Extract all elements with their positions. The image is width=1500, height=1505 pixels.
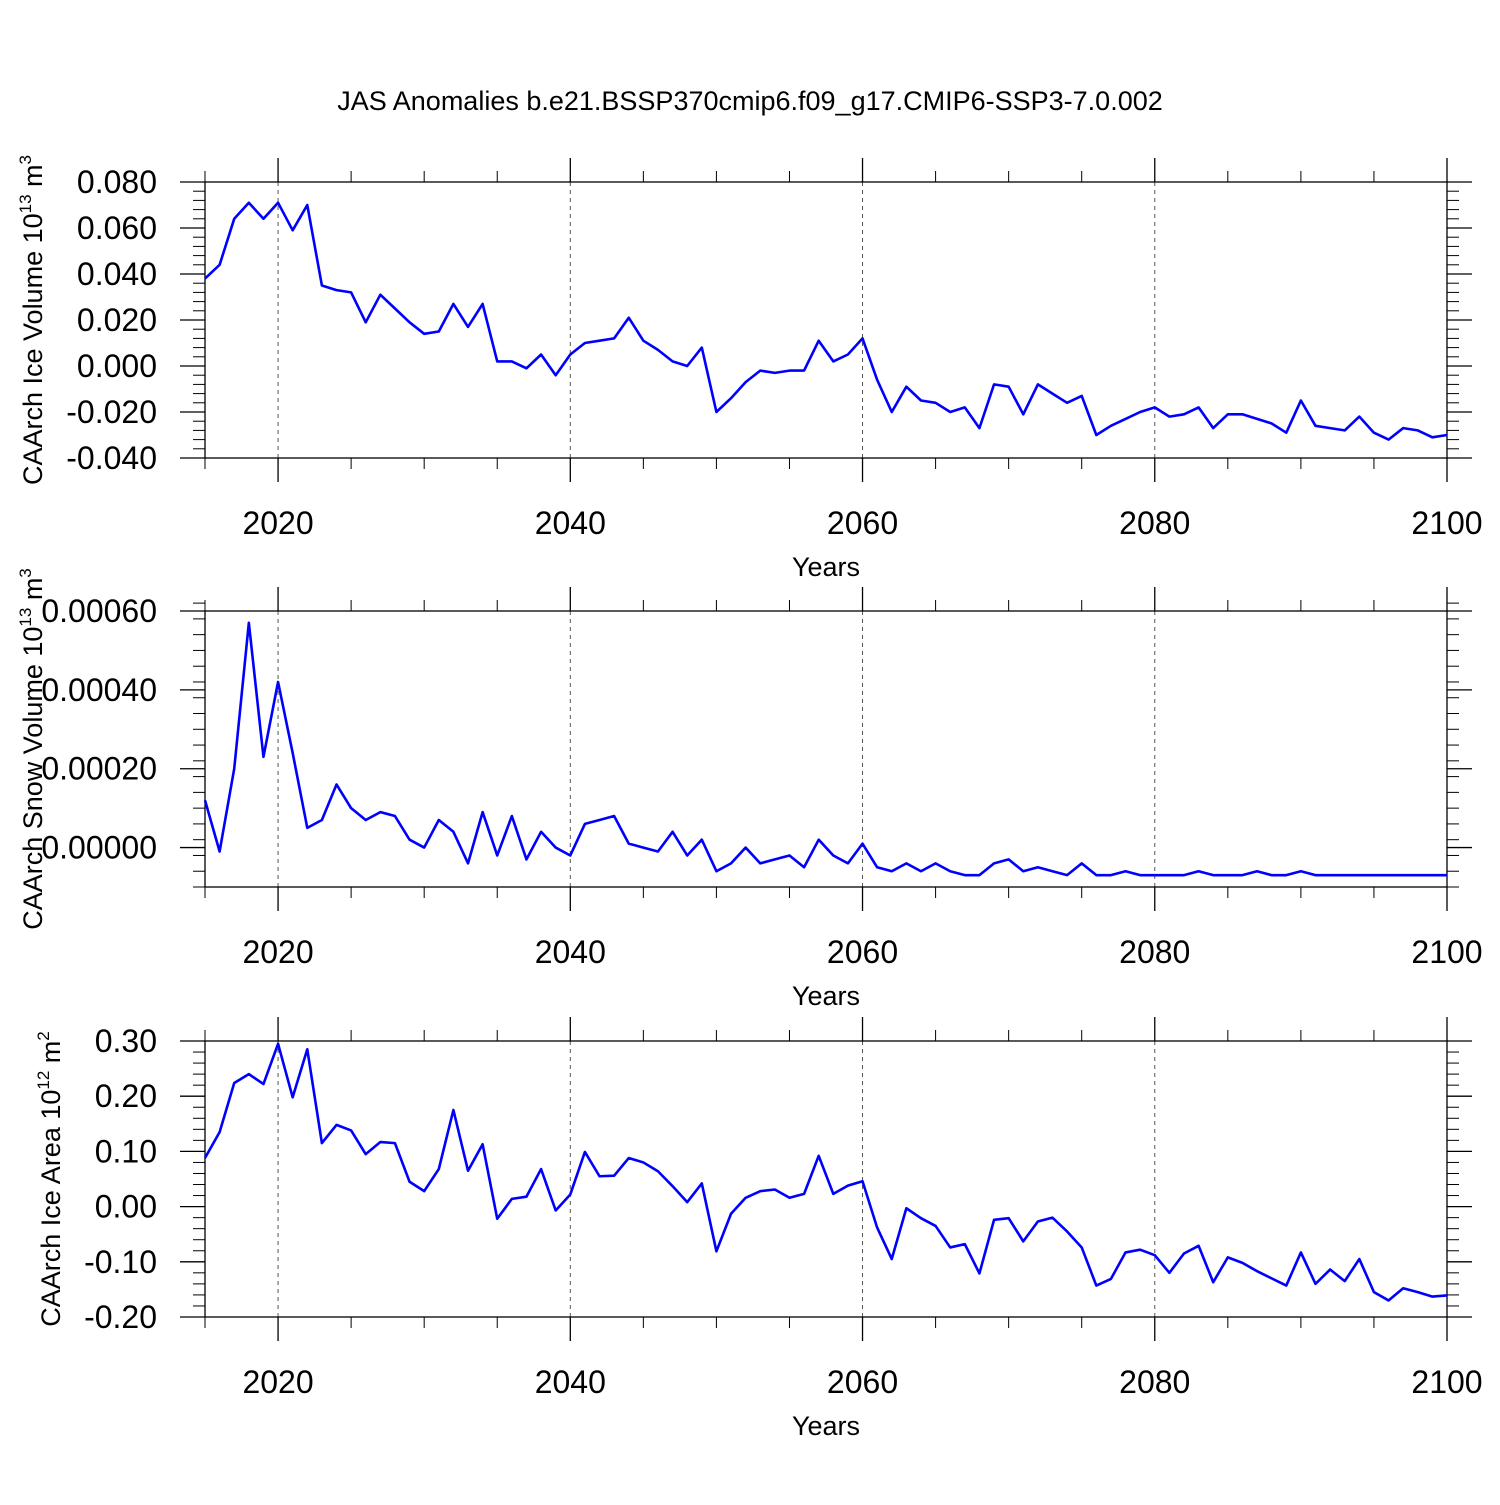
y-tick-label: 0.10 xyxy=(95,1133,157,1169)
x-tick-label: 2080 xyxy=(1119,1364,1190,1400)
y-tick-label: -0.10 xyxy=(84,1244,157,1280)
y-axis-label-main: CAArch Ice Volume 10 xyxy=(18,213,48,485)
x-tick-label: 2040 xyxy=(535,505,606,541)
y-tick-label: -0.020 xyxy=(66,394,157,430)
x-tick-label: 2100 xyxy=(1411,505,1482,541)
panel-2: 2020 2040 2060 2080 2100 0.00000 0.00020 0.0004… xyxy=(16,568,1483,1011)
y-axis-label-exponent: 12 xyxy=(34,1071,53,1090)
x-axis-label: Years xyxy=(792,1411,860,1441)
y-tick-label: 0.00020 xyxy=(41,751,157,787)
y-tick-label: 0.00040 xyxy=(41,672,157,708)
y-axis-label: CAArch Ice Area 1012 m2 xyxy=(34,1031,66,1327)
x-tick-label: 2080 xyxy=(1119,934,1190,970)
figure-title: JAS Anomalies b.e21.BSSP370cmip6.f09_g17… xyxy=(337,86,1163,116)
x-tick-label: 2080 xyxy=(1119,505,1190,541)
x-axis-label: Years xyxy=(792,981,860,1011)
y-tick-label: -0.20 xyxy=(84,1299,157,1335)
y-axis-label: CAArch Ice Volume 1013 m3 xyxy=(16,155,48,485)
series-line xyxy=(204,201,1448,441)
x-tick-label: 2060 xyxy=(827,934,898,970)
y-tick-label: 0.00060 xyxy=(41,593,157,629)
y-axis-label-unit-exponent: 3 xyxy=(16,568,35,577)
x-tick-label: 2020 xyxy=(242,934,313,970)
plot-frame xyxy=(204,1040,1448,1318)
x-tick-label: 2020 xyxy=(242,1364,313,1400)
y-axis-label-unit: m xyxy=(18,578,48,608)
x-tick-label: 2020 xyxy=(242,505,313,541)
y-tick-label: 0.060 xyxy=(77,210,157,246)
y-tick-label: 0.00000 xyxy=(41,830,157,866)
x-axis-label: Years xyxy=(792,552,860,582)
y-tick-label: 0.040 xyxy=(77,256,157,292)
x-tick-label: 2100 xyxy=(1411,1364,1482,1400)
y-tick-label: 0.20 xyxy=(95,1078,157,1114)
x-tick-label: 2040 xyxy=(535,1364,606,1400)
x-tick-label: 2040 xyxy=(535,934,606,970)
y-tick-label: 0.000 xyxy=(77,348,157,384)
y-axis-label-unit-exponent: 3 xyxy=(16,155,35,164)
plot-frame xyxy=(204,610,1448,888)
y-tick-label: 0.00 xyxy=(95,1189,157,1225)
y-axis-label-exponent: 13 xyxy=(16,194,35,213)
y-axis-label-unit: m xyxy=(18,164,48,194)
y-axis-label-unit: m xyxy=(36,1041,66,1071)
x-tick-label: 2100 xyxy=(1411,934,1482,970)
y-tick-label: 0.30 xyxy=(95,1023,157,1059)
y-axis-label-main: CAArch Ice Area 10 xyxy=(36,1090,66,1327)
x-tick-label: 2060 xyxy=(827,505,898,541)
y-axis-label: CAArch Snow Volume 1013 m3 xyxy=(16,568,48,930)
y-axis-label-main: CAArch Snow Volume 10 xyxy=(18,627,48,930)
y-tick-label: 0.080 xyxy=(77,164,157,200)
panel-1: 2020 2040 2060 2080 2100 -0.040 -0.020 0.000 0.0… xyxy=(16,155,1483,582)
panel-3: 2020 2040 2060 2080 2100 -0.20 -0.10 0.00 0.10 0.… xyxy=(34,1017,1483,1441)
y-tick-label: 0.020 xyxy=(77,302,157,338)
x-tick-label: 2060 xyxy=(827,1364,898,1400)
series-line xyxy=(203,1042,1448,1302)
panels: 2020 2040 2060 2080 2100 -0.040 -0.020 0.000 0.0… xyxy=(16,155,1483,1441)
y-axis-label-exponent: 13 xyxy=(16,608,35,627)
series-line xyxy=(203,621,1447,877)
y-axis-label-unit-exponent: 2 xyxy=(34,1031,53,1040)
plot-frame xyxy=(204,181,1448,459)
y-tick-label: -0.040 xyxy=(66,440,157,476)
